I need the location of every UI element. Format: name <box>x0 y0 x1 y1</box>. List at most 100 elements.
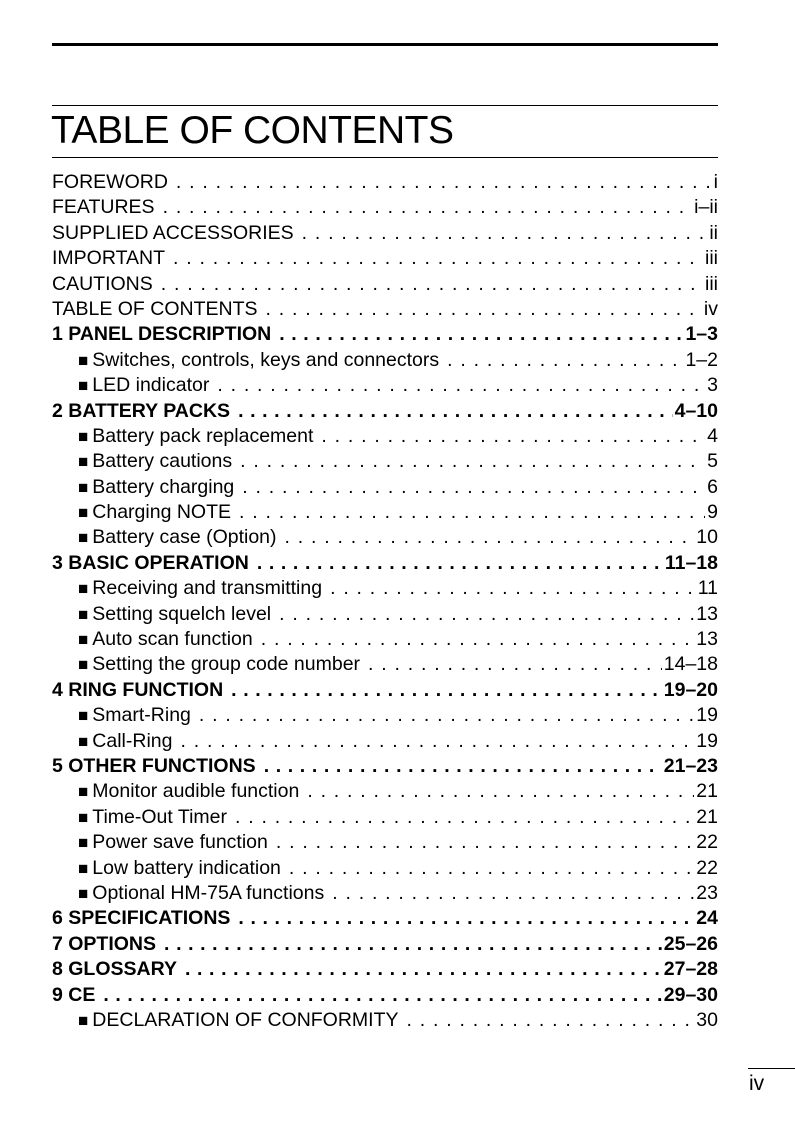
toc-page-number: i <box>713 171 718 193</box>
title-rule-top <box>52 105 718 106</box>
toc-page-number: i–ii <box>694 196 718 219</box>
toc-label-text: FEATURES <box>52 196 155 219</box>
toc-label: CAUTIONS <box>52 272 161 297</box>
toc-entry[interactable]: SUPPLIED ACCESSORIES . . . . . . . . . . … <box>52 221 718 246</box>
toc-label-text: SUPPLIED ACCESSORIES <box>52 221 294 244</box>
toc-label-text: FOREWORD <box>52 171 168 193</box>
toc-entry[interactable]: TABLE OF CONTENTS . . . . . . . . . . . .… <box>52 297 718 322</box>
toc-page-number: 1–3 <box>685 323 718 346</box>
toc-page-number: 11 <box>697 577 718 600</box>
toc-entry[interactable]: 2 BATTERY PACKS . . . . . . . . . . . . .… <box>52 399 718 424</box>
toc-entry[interactable]: 1 PANEL DESCRIPTION . . . . . . . . . . .… <box>52 322 718 347</box>
toc-page-number: 14–18 <box>663 653 718 676</box>
toc-page-number: 19 <box>696 704 718 727</box>
dot-leader: . . . . . . . . . . . . . . . . . . . . … <box>231 678 662 701</box>
toc-page-number: 13 <box>696 602 718 625</box>
toc-label: 7 OPTIONS <box>52 932 164 957</box>
toc-label-text: 4 RING FUNCTION <box>52 678 224 701</box>
dot-leader: . . . . . . . . . . . . . . . . . . . . … <box>217 374 705 397</box>
dot-leader: . . . . . . . . . . . . . . . . . . . . … <box>160 272 703 295</box>
toc-subentry[interactable]: ■ Optional HM-75A functions. . . . . . . … <box>52 881 718 906</box>
toc-page-number: 11–18 <box>664 551 718 574</box>
toc-entry[interactable]: 7 OPTIONS . . . . . . . . . . . . . . . .… <box>52 932 718 957</box>
dot-leader: . . . . . . . . . . . . . . . . . . . . … <box>260 628 695 651</box>
toc-subentry[interactable]: ■ Monitor audible function. . . . . . . .… <box>52 779 718 804</box>
square-bullet-icon: ■ <box>78 426 89 446</box>
toc-entry[interactable]: CAUTIONS . . . . . . . . . . . . . . . . … <box>52 272 718 297</box>
square-bullet-icon: ■ <box>78 782 89 802</box>
square-bullet-icon: ■ <box>78 1010 89 1030</box>
toc-subentry[interactable]: ■ Battery case (Option). . . . . . . . . … <box>52 525 718 550</box>
toc-label-text: 5 OTHER FUNCTIONS <box>52 754 256 777</box>
toc-label: ■ Battery pack replacement <box>78 424 321 449</box>
toc-label-text: LED indicator <box>92 374 210 397</box>
toc-subentry[interactable]: ■ Setting the group code number. . . . . … <box>52 652 718 677</box>
dot-leader: . . . . . . . . . . . . . . . . . . . . … <box>263 754 662 777</box>
dot-leader: . . . . . . . . . . . . . . . . . . . . … <box>103 983 661 1006</box>
toc-subentry[interactable]: ■ Battery charging. . . . . . . . . . . .… <box>52 475 718 500</box>
dot-leader: . . . . . . . . . . . . . . . . . . . . … <box>239 501 705 524</box>
square-bullet-icon: ■ <box>78 528 89 548</box>
toc-label: ■ Charging NOTE <box>78 500 239 525</box>
toc-label: ■ DECLARATION OF CONFORMITY <box>78 1008 407 1033</box>
toc-label: SUPPLIED ACCESSORIES <box>52 221 302 246</box>
toc-subentry[interactable]: ■ Charging NOTE. . . . . . . . . . . . . … <box>52 500 718 525</box>
toc-label: 2 BATTERY PACKS <box>52 399 238 424</box>
toc-label: ■ Setting the group code number <box>78 652 368 677</box>
dot-leader: . . . . . . . . . . . . . . . . . . . . … <box>240 450 705 473</box>
toc-page-number: 21 <box>696 805 718 828</box>
dot-leader: . . . . . . . . . . . . . . . . . . . . … <box>447 348 683 371</box>
toc-subentry[interactable]: ■ Call-Ring. . . . . . . . . . . . . . . … <box>52 729 718 754</box>
toc-subentry[interactable]: ■ Auto scan function. . . . . . . . . . .… <box>52 627 718 652</box>
toc-subentry[interactable]: ■ Power save function. . . . . . . . . . … <box>52 830 718 855</box>
dot-leader: . . . . . . . . . . . . . . . . . . . . … <box>175 171 712 193</box>
toc-entry[interactable]: 6 SPECIFICATIONS . . . . . . . . . . . . … <box>52 906 718 931</box>
toc-entry[interactable]: FOREWORD . . . . . . . . . . . . . . . . … <box>52 170 718 195</box>
toc-label-text: Auto scan function <box>92 628 253 651</box>
toc-label-text: 6 SPECIFICATIONS <box>52 907 231 930</box>
toc-entry[interactable]: 4 RING FUNCTION . . . . . . . . . . . . .… <box>52 678 718 703</box>
toc-label-text: Battery pack replacement <box>92 424 314 447</box>
toc-label: ■ Smart-Ring <box>78 703 199 728</box>
toc-label: ■ Battery charging <box>78 475 242 500</box>
toc-entry[interactable]: FEATURES . . . . . . . . . . . . . . . . … <box>52 195 718 220</box>
toc-label: 3 BASIC OPERATION <box>52 551 257 576</box>
toc-subentry[interactable]: ■ LED indicator. . . . . . . . . . . . . … <box>52 373 718 398</box>
toc-entry[interactable]: 3 BASIC OPERATION . . . . . . . . . . . .… <box>52 551 718 576</box>
toc-page-number: 22 <box>696 831 718 854</box>
dot-leader: . . . . . . . . . . . . . . . . . . . . … <box>256 551 663 574</box>
toc-label: ■ Monitor audible function <box>78 779 307 804</box>
toc-entry[interactable]: 9 CE . . . . . . . . . . . . . . . . . . … <box>52 983 718 1008</box>
toc-page-number: 22 <box>696 856 718 879</box>
toc-label: 5 OTHER FUNCTIONS <box>52 754 264 779</box>
toc-subentry[interactable]: ■ Battery pack replacement. . . . . . . .… <box>52 424 718 449</box>
dot-leader: . . . . . . . . . . . . . . . . . . . . … <box>238 399 673 422</box>
toc-subentry[interactable]: ■ Receiving and transmitting. . . . . . .… <box>52 576 718 601</box>
toc-subentry[interactable]: ■ Low battery indication. . . . . . . . .… <box>52 856 718 881</box>
toc-page-number: 19–20 <box>663 678 718 701</box>
toc-entry[interactable]: 8 GLOSSARY . . . . . . . . . . . . . . . … <box>52 957 718 982</box>
toc-entry[interactable]: 5 OTHER FUNCTIONS . . . . . . . . . . . .… <box>52 754 718 779</box>
toc-page-number: 4 <box>707 424 718 447</box>
dot-leader: . . . . . . . . . . . . . . . . . . . . … <box>301 221 708 244</box>
toc-page-number: 4–10 <box>674 399 718 422</box>
toc-label: ■ Battery case (Option) <box>78 525 285 550</box>
toc-subentry[interactable]: ■ Setting squelch level. . . . . . . . . … <box>52 602 718 627</box>
toc-subentry[interactable]: ■ Time-Out Timer. . . . . . . . . . . . .… <box>52 805 718 830</box>
toc-page-number: iv <box>703 297 718 320</box>
page-number: iv <box>749 1072 765 1095</box>
square-bullet-icon: ■ <box>78 807 89 827</box>
toc-subentry[interactable]: ■ DECLARATION OF CONFORMITY. . . . . . . … <box>52 1008 718 1033</box>
toc-page-number: 25–26 <box>663 932 718 955</box>
toc-label-text: 7 OPTIONS <box>52 932 157 955</box>
toc-label-text: 3 BASIC OPERATION <box>52 551 249 574</box>
toc-label-text: Smart-Ring <box>92 704 191 727</box>
toc-subentry[interactable]: ■ Smart-Ring. . . . . . . . . . . . . . .… <box>52 703 718 728</box>
toc-label: ■ Optional HM-75A functions <box>78 881 332 906</box>
toc-subentry[interactable]: ■ Battery cautions. . . . . . . . . . . .… <box>52 449 718 474</box>
toc-subentry[interactable]: ■ Switches, controls, keys and connectors… <box>52 348 718 373</box>
toc-label: FOREWORD <box>52 170 176 195</box>
toc-label-text: Receiving and transmitting <box>92 577 323 600</box>
toc-label-text: Switches, controls, keys and connectors <box>92 348 440 371</box>
toc-entry[interactable]: IMPORTANT . . . . . . . . . . . . . . . .… <box>52 246 718 271</box>
